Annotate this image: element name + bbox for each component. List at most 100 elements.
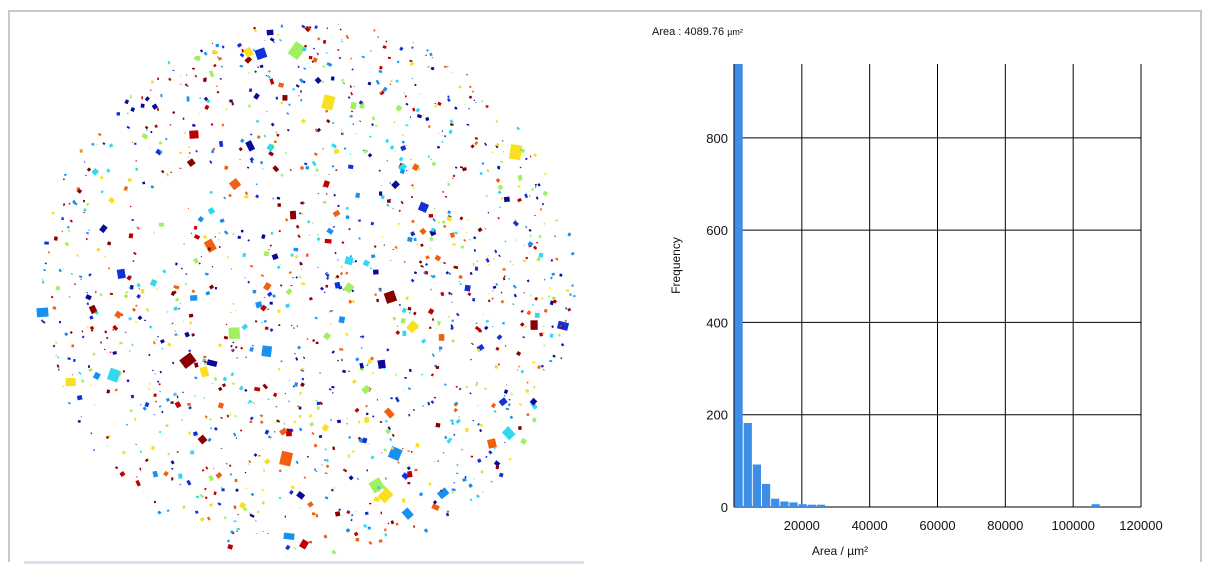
particle	[358, 219, 362, 222]
particle	[565, 289, 570, 292]
particle	[265, 110, 268, 112]
particle	[464, 427, 469, 433]
particle	[81, 330, 84, 333]
particle	[411, 77, 414, 80]
particle	[176, 451, 179, 453]
scroll-strip	[24, 561, 584, 564]
particle	[67, 229, 71, 233]
particle	[443, 224, 447, 228]
particle	[338, 316, 346, 324]
particle	[320, 286, 324, 291]
particle	[230, 372, 235, 377]
x-axis-label: Area / µm²	[812, 544, 868, 558]
particle	[332, 446, 336, 451]
particle	[391, 433, 395, 438]
particle	[255, 183, 258, 186]
particle	[462, 167, 467, 172]
particle	[340, 78, 345, 83]
particle	[427, 308, 435, 315]
particle	[448, 129, 453, 135]
particle	[532, 303, 534, 306]
particle	[244, 276, 246, 279]
particle	[297, 234, 301, 239]
particle	[186, 158, 196, 168]
particle	[119, 341, 123, 345]
particle	[394, 396, 400, 403]
particle	[288, 379, 291, 382]
particle	[251, 344, 255, 347]
particle	[447, 65, 449, 68]
particle	[308, 25, 312, 29]
particle	[321, 94, 336, 111]
particle	[215, 43, 219, 48]
particle	[128, 233, 134, 239]
particle	[278, 469, 282, 473]
particle	[475, 102, 477, 103]
particle	[522, 336, 526, 339]
particle	[413, 409, 415, 411]
particle	[560, 325, 564, 329]
particle	[519, 166, 522, 169]
particle	[222, 376, 228, 382]
y-tick-label: 0	[721, 500, 728, 515]
particle	[342, 468, 348, 473]
particle	[389, 438, 392, 441]
particle	[382, 45, 387, 49]
particle	[365, 404, 368, 408]
particle	[494, 249, 498, 254]
particle	[337, 48, 340, 52]
particle	[437, 323, 441, 326]
particle	[361, 55, 365, 59]
particle	[100, 341, 102, 344]
particle	[531, 361, 536, 364]
particle	[554, 235, 557, 237]
particle	[416, 243, 419, 246]
particle	[323, 332, 332, 341]
particle	[83, 199, 85, 203]
particle	[64, 332, 69, 337]
particle	[469, 271, 473, 276]
particle	[365, 412, 369, 416]
particle	[264, 39, 266, 42]
particle	[170, 323, 173, 326]
particle	[239, 64, 244, 68]
particle	[276, 196, 281, 200]
particle	[175, 262, 178, 266]
particle	[61, 230, 64, 233]
particle	[337, 23, 339, 26]
particle	[397, 162, 408, 172]
particle	[275, 421, 278, 424]
particle	[311, 432, 315, 435]
x-tick-label: 40000	[852, 518, 888, 533]
particle	[81, 335, 85, 339]
particle	[480, 100, 484, 103]
particle	[311, 222, 314, 224]
particle	[230, 349, 233, 352]
particle	[220, 416, 223, 420]
particle	[571, 284, 574, 287]
particle	[215, 472, 223, 479]
particle	[247, 402, 250, 404]
particle	[411, 46, 414, 49]
x-tick-label: 80000	[987, 518, 1023, 533]
particle	[389, 182, 391, 184]
particle	[406, 466, 411, 471]
particle	[56, 364, 60, 368]
particle	[188, 406, 192, 410]
particle	[329, 323, 332, 326]
particle	[432, 500, 438, 505]
particle	[442, 451, 445, 454]
particle	[187, 402, 191, 406]
particle	[300, 99, 303, 102]
particle	[529, 294, 532, 297]
particle	[178, 151, 183, 155]
particle	[359, 362, 364, 369]
particle	[174, 329, 177, 333]
particle	[355, 357, 360, 362]
particle	[112, 328, 115, 332]
particle	[449, 232, 456, 239]
particle	[269, 301, 273, 305]
particle	[377, 489, 381, 493]
particle	[453, 265, 459, 270]
particle	[303, 67, 307, 70]
